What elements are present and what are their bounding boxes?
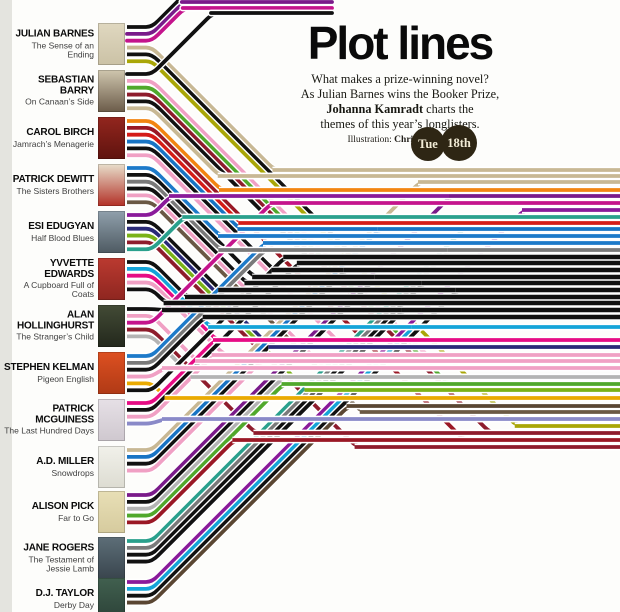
subtitle-text: charts the	[423, 102, 474, 116]
book-meta: ALAN HOLLINGHURST The Stranger’s Child	[4, 309, 94, 342]
book-list: JULIAN BARNES The Sense of an Ending SEBAS…	[0, 0, 160, 612]
book-meta: D.J. TAYLOR Derby Day	[4, 587, 95, 610]
book-entry: ALAN HOLLINGHURST The Stranger’s Child	[0, 305, 125, 347]
book-cover-thumbnail	[98, 258, 125, 300]
book-meta: ALISON PICK Far to Go	[4, 500, 94, 523]
book-entry: PATRICK McGUINESS The Last Hundred Days	[0, 399, 125, 441]
date-badge: Tue 18th	[411, 125, 477, 161]
book-entry: CAROL BIRCH Jamrach’s Menagerie	[0, 117, 125, 159]
author-name: A.D. MILLER	[36, 455, 94, 467]
author-name: SEBASTIAN BARRY	[38, 74, 94, 96]
author-name: ALISON PICK	[31, 500, 94, 512]
book-meta: ESI EDUGYAN Half Blood Blues	[4, 220, 94, 243]
book-meta: PATRICK DeWITT The Sisters Brothers	[4, 173, 94, 196]
subtitle: What makes a prize-winning novel? As Jul…	[275, 72, 525, 132]
plot-line	[127, 0, 182, 29]
book-meta: CAROL BIRCH Jamrach’s Menagerie	[4, 126, 94, 149]
page-edge-strip	[0, 0, 12, 612]
book-meta: YVVETTE EDWARDS A Cupboard Full of Coats	[4, 258, 95, 299]
book-title: On Canaan’s Side	[25, 96, 94, 107]
book-title: The Sense of an Ending	[31, 39, 94, 59]
book-title: The Last Hundred Days	[4, 425, 94, 436]
book-title: Derby Day	[53, 599, 94, 610]
book-title: The Stranger’s Child	[16, 331, 94, 342]
book-cover-thumbnail	[98, 211, 125, 253]
author-name: JULIAN BARNES	[15, 28, 94, 40]
book-cover-thumbnail	[98, 70, 125, 112]
book-entry: JULIAN BARNES The Sense of an Ending	[0, 23, 125, 65]
author-name: PATRICK DeWITT	[12, 173, 94, 185]
subtitle-line: What makes a prize-winning novel?	[311, 72, 489, 86]
author-name: JANE ROGERS	[23, 542, 94, 554]
book-meta: JULIAN BARNES The Sense of an Ending	[4, 29, 94, 59]
author-name: ESI EDUGYAN	[28, 220, 94, 232]
author-name: ALAN HOLLINGHURST	[16, 309, 94, 331]
book-cover-thumbnail	[98, 446, 125, 488]
book-meta: A.D. MILLER Snowdrops	[4, 455, 94, 478]
subtitle-line: Johanna Kamradt charts the	[275, 102, 525, 117]
badge-day-circle: Tue	[411, 126, 445, 161]
book-title: A Cupboard Full of Coats	[23, 280, 94, 299]
title-block: Plot lines What makes a prize-winning no…	[275, 20, 525, 145]
book-title: Jamrach’s Menagerie	[12, 138, 94, 149]
book-entry: ESI EDUGYAN Half Blood Blues	[0, 211, 125, 253]
book-entry: ALISON PICK Far to Go	[0, 491, 125, 533]
book-entry: D.J. TAYLOR Derby Day	[0, 578, 125, 612]
book-cover-thumbnail	[98, 578, 125, 612]
badge-day: Tue	[418, 136, 438, 151]
book-cover-thumbnail	[98, 537, 125, 579]
book-entry: STEPHEN KELMAN Pigeon English	[0, 352, 125, 394]
credited-author: Johanna Kamradt	[326, 102, 424, 116]
book-meta: SEBASTIAN BARRY On Canaan’s Side	[4, 74, 94, 107]
author-name: YVVETTE EDWARDS	[44, 258, 94, 280]
book-title: Far to Go	[58, 512, 94, 523]
credit-label: Illustration:	[347, 135, 395, 145]
book-title: The Testament of Jessie Lamb	[28, 553, 94, 573]
book-title: Pigeon English	[37, 373, 94, 384]
book-cover-thumbnail	[98, 23, 125, 65]
book-entry: A.D. MILLER Snowdrops	[0, 446, 125, 488]
book-cover-thumbnail	[98, 305, 125, 347]
book-cover-thumbnail	[98, 117, 125, 159]
badge-date-circle: 18th	[441, 125, 477, 161]
book-meta: PATRICK McGUINESS The Last Hundred Days	[4, 403, 94, 436]
author-name: D.J. TAYLOR	[35, 587, 95, 599]
subtitle-line: themes of this year’s longlisters.	[320, 117, 480, 131]
author-name: STEPHEN KELMAN	[4, 361, 94, 373]
book-cover-thumbnail	[98, 491, 125, 533]
book-cover-thumbnail	[98, 399, 125, 441]
book-title: Half Blood Blues	[31, 232, 94, 243]
author-name: CAROL BIRCH	[26, 126, 94, 138]
author-name: PATRICK McGUINESS	[35, 403, 94, 425]
illustration-credit: Illustration: Christian Tate	[275, 135, 525, 145]
book-entry: SEBASTIAN BARRY On Canaan’s Side	[0, 70, 125, 112]
book-title: Snowdrops	[51, 467, 94, 478]
book-title: The Sisters Brothers	[16, 185, 94, 196]
badge-date: 18th	[447, 136, 471, 150]
subtitle-line: As Julian Barnes wins the Booker Prize,	[300, 87, 500, 101]
book-meta: STEPHEN KELMAN Pigeon English	[4, 361, 94, 384]
book-entry: YVVETTE EDWARDS A Cupboard Full of Coats	[0, 258, 125, 300]
book-entry: JANE ROGERS The Testament of Jessie Lamb	[0, 537, 125, 579]
book-meta: JANE ROGERS The Testament of Jessie Lamb	[4, 543, 94, 573]
book-cover-thumbnail	[98, 352, 125, 394]
book-entry: PATRICK DeWITT The Sisters Brothers	[0, 164, 125, 206]
book-cover-thumbnail	[98, 164, 125, 206]
page-title: Plot lines	[307, 17, 494, 69]
